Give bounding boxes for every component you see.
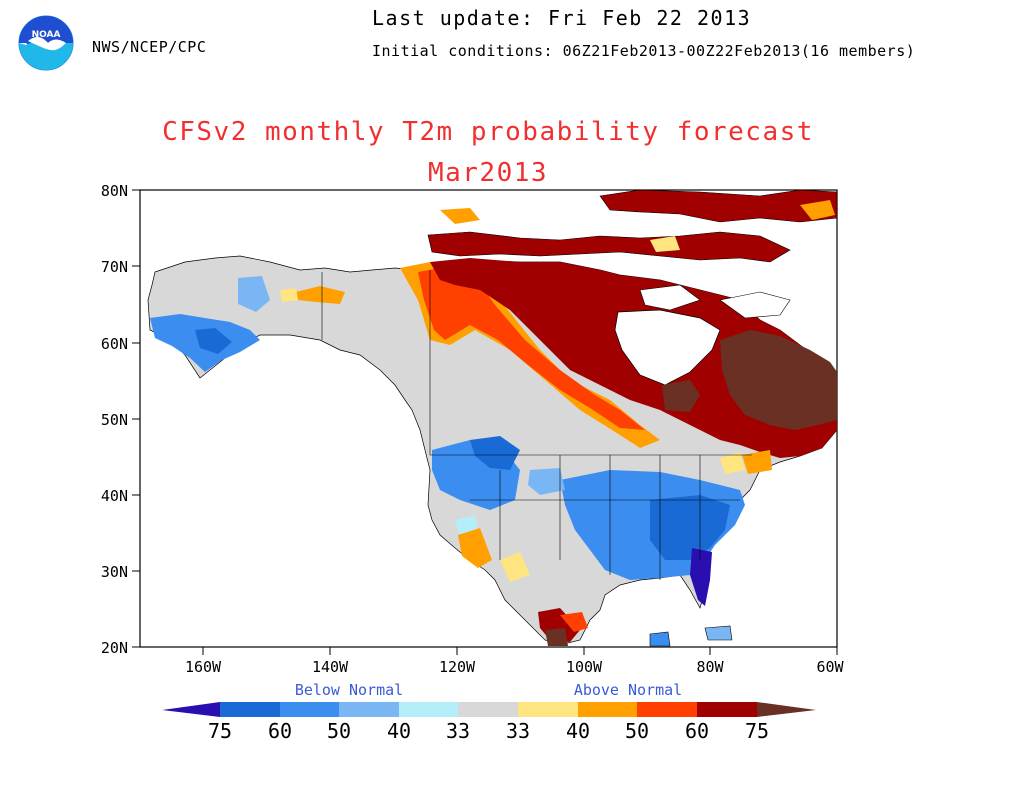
map-subtitle: Mar2013: [427, 158, 549, 188]
lat-label: 40N: [101, 487, 128, 505]
great-lakes-above-40: [720, 452, 745, 474]
lat-label: 80N: [101, 182, 128, 200]
alaska-below-normal-60: [195, 328, 232, 354]
arctic-islands-above-50: [440, 208, 480, 224]
legend-tick-label: 60: [685, 719, 709, 743]
map-fill-regions: [147, 189, 838, 647]
arctic-islands-above-75: [427, 231, 791, 263]
lat-label: 60N: [101, 335, 128, 353]
color-legend: Below Normal Above Normal 75 60 50 40 33…: [162, 681, 816, 743]
legend-tick-label: 75: [745, 719, 769, 743]
longitude-axis: 160W 140W 120W 100W 80W 60W: [185, 647, 845, 676]
lon-label: 60W: [816, 658, 844, 676]
mexico-above-60: [560, 612, 588, 632]
lat-label: 70N: [101, 258, 128, 276]
lat-label: 30N: [101, 563, 128, 581]
labrador-above-max: [720, 330, 837, 430]
great-lakes-above-50: [742, 450, 772, 474]
us-nw-below-60: [470, 436, 520, 470]
alaska-below-normal-40: [238, 276, 270, 312]
noaa-logo-icon: NOAA: [18, 15, 74, 71]
alaska-above-normal-40: [280, 288, 298, 302]
canada-above-normal-60: [418, 268, 645, 430]
cuba-below-50: [649, 631, 671, 647]
last-update-text: Last update: Fri Feb 22 2013: [372, 6, 752, 30]
arctic-island-white-1: [719, 291, 791, 319]
mexico-above-max: [545, 628, 568, 646]
legend-swatch-above-40: [518, 702, 578, 717]
arctic-islands-above-40: [650, 236, 680, 252]
lat-label: 20N: [101, 639, 128, 657]
legend-below-normal-label: Below Normal: [295, 681, 403, 699]
legend-tick-label: 50: [625, 719, 649, 743]
legend-tick-label: 40: [387, 719, 411, 743]
arctic-islands-above-50-e: [800, 200, 835, 220]
lat-label: 50N: [101, 411, 128, 429]
arctic-island-white-2: [639, 284, 701, 311]
lon-label: 80W: [696, 658, 724, 676]
legend-swatch-below-50: [280, 702, 339, 717]
arctic-islands-above-75-n: [599, 189, 838, 223]
noaa-logo-text: NOAA: [32, 30, 61, 40]
us-southeast-below-60: [650, 495, 730, 560]
legend-swatch-above-max: [757, 702, 816, 717]
legend-swatch-above-75: [697, 702, 757, 717]
lon-label: 100W: [566, 658, 603, 676]
lon-label: 160W: [185, 658, 222, 676]
cuba-below-40: [704, 625, 733, 641]
legend-above-normal-label: Above Normal: [574, 681, 682, 699]
legend-swatch-below-33: [399, 702, 458, 717]
legend-tick-label: 40: [566, 719, 590, 743]
us-central-below-40: [528, 468, 565, 495]
legend-swatch-below-75: [162, 702, 220, 717]
hudson-bay: [614, 309, 721, 386]
map-title: CFSv2 monthly T2m probability forecast: [162, 117, 814, 147]
legend-tick-label: 75: [208, 719, 232, 743]
legend-tick-label: 60: [268, 719, 292, 743]
lon-label: 120W: [439, 658, 476, 676]
agency-label: NWS/NCEP/CPC: [92, 38, 207, 56]
legend-swatch-normal: [458, 702, 518, 717]
legend-swatch-above-60: [637, 702, 697, 717]
us-sw-above-50: [458, 528, 492, 568]
state-boundaries: [321, 270, 752, 580]
alaska-above-normal-50: [296, 286, 345, 304]
legend-swatch-below-60: [220, 702, 280, 717]
legend-tick-label: 33: [446, 719, 470, 743]
initial-conditions-text: Initial conditions: 06Z21Feb2013-00Z22Fe…: [372, 42, 916, 60]
legend-swatch-below-40: [339, 702, 399, 717]
legend-swatch-above-50: [578, 702, 637, 717]
latitude-axis: 80N 70N 60N 50N 40N 30N 20N: [101, 182, 140, 657]
florida-below-75: [690, 548, 712, 606]
lon-label: 140W: [312, 658, 349, 676]
us-sw-above-40: [500, 552, 530, 582]
labrador-above-max-2: [662, 380, 700, 412]
legend-tick-label: 33: [506, 719, 530, 743]
legend-tick-label: 50: [327, 719, 351, 743]
